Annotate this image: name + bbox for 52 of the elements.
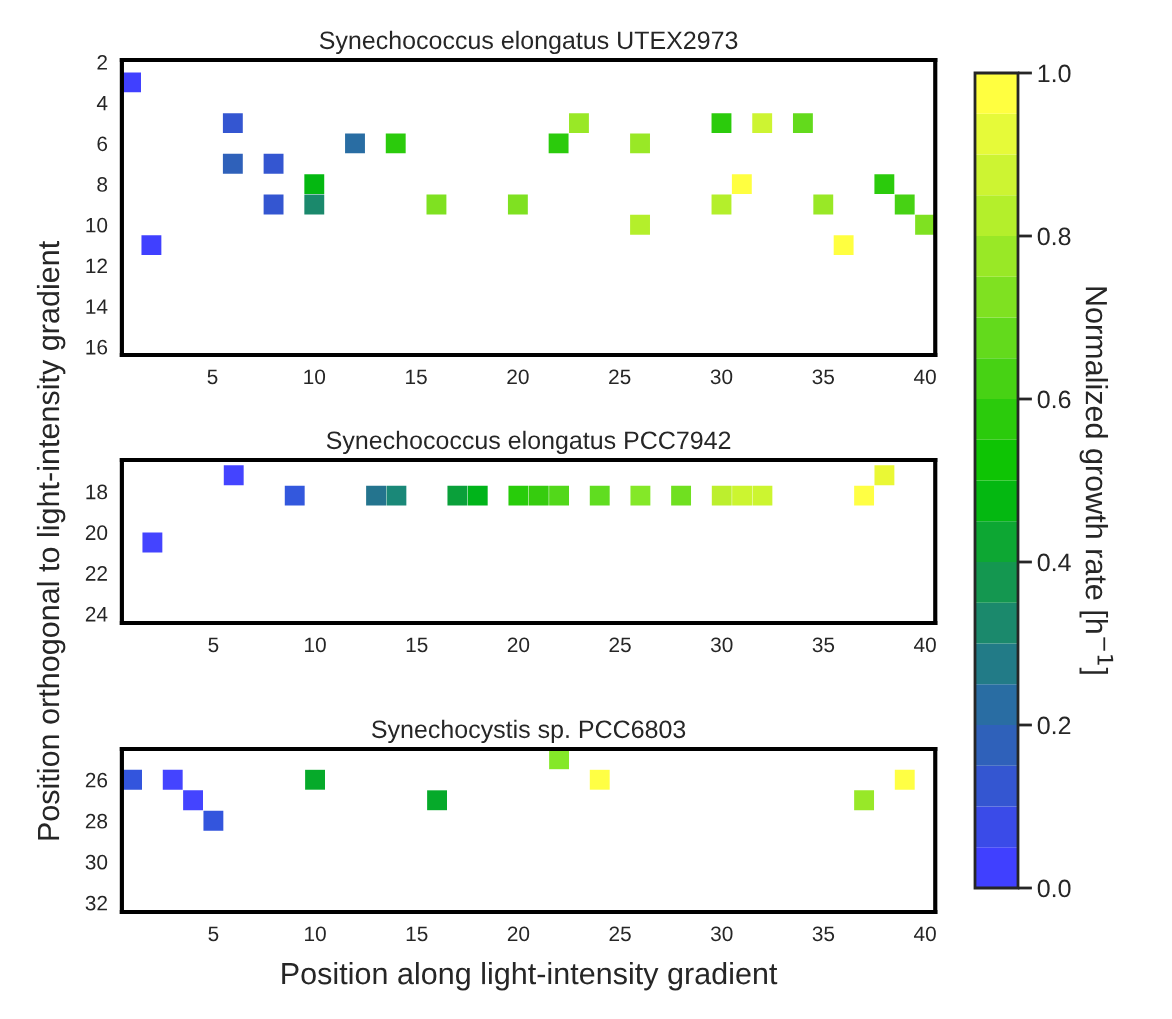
x-tick-label: 25 xyxy=(609,637,631,653)
color-bar-label: 0.8 xyxy=(1037,227,1071,246)
chart-title: Synechococcus elongatus UTEX2973 xyxy=(319,30,738,55)
x-tick-label: 40 xyxy=(913,637,936,653)
y-tick-label: 10 xyxy=(86,217,108,233)
x-tick-label: 30 xyxy=(710,926,733,942)
color-bar-label: 0.6 xyxy=(1037,390,1071,409)
x-tick-label: 10 xyxy=(305,637,326,653)
chart-title: Synechocystis sp. PCC6803 xyxy=(372,719,686,744)
y-tick-label: 30 xyxy=(85,854,108,870)
y-tick-label: 12 xyxy=(86,258,107,274)
y-tick-label: 4 xyxy=(96,95,108,111)
y-tick-label: 2 xyxy=(97,55,107,70)
x-tick-label: 25 xyxy=(609,926,631,942)
y-axis-title: Position orthogonal to light-intensity gradient xyxy=(36,241,66,840)
y-tick-label: 14 xyxy=(86,299,108,314)
x-tick-label: 20 xyxy=(507,637,530,653)
y-tick-label: 26 xyxy=(85,772,108,788)
y-tick-label: 32 xyxy=(85,895,107,911)
x-tick-label: 35 xyxy=(812,926,835,942)
y-tick-label: 24 xyxy=(85,606,108,622)
x-tick-label: 15 xyxy=(406,926,428,942)
x-tick-label: 5 xyxy=(208,637,219,653)
x-tick-label: 10 xyxy=(305,926,326,942)
x-tick-label: 40 xyxy=(913,369,936,385)
y-tick-label: 6 xyxy=(97,136,108,152)
x-tick-label: 35 xyxy=(812,637,835,653)
x-tick-label: 20 xyxy=(507,926,530,942)
color-bar-label: 0.4 xyxy=(1037,553,1071,572)
x-axis-title: Position along light-intensity gradient xyxy=(282,961,778,991)
x-tick-label: 30 xyxy=(710,369,733,385)
x-tick-label: 40 xyxy=(913,926,936,942)
x-tick-label: 30 xyxy=(710,637,733,653)
y-tick-label: 18 xyxy=(86,484,108,500)
x-tick-label: 25 xyxy=(609,369,631,385)
x-tick-label: 35 xyxy=(812,369,834,385)
y-tick-label: 16 xyxy=(86,339,108,355)
y-tick-label: 22 xyxy=(85,566,107,581)
x-tick-label: 15 xyxy=(406,637,428,653)
color-bar-label: 0.0 xyxy=(1037,879,1071,898)
color-bar-title: Normalized growth rate [h$^{−1}$] xyxy=(1079,287,1114,674)
x-tick-label: 15 xyxy=(406,369,427,385)
x-tick-label: 20 xyxy=(507,369,529,385)
x-tick-label: 5 xyxy=(208,926,219,942)
y-tick-label: 8 xyxy=(97,177,108,192)
color-bar-label: 1.0 xyxy=(1038,64,1071,83)
y-tick-label: 28 xyxy=(85,813,108,829)
chart-title: Synechococcus elongatus PCC7942 xyxy=(326,430,731,455)
y-tick-label: 20 xyxy=(85,525,108,541)
color-bar-label: 0.2 xyxy=(1037,716,1071,735)
x-tick-label: 10 xyxy=(304,369,326,385)
x-tick-label: 5 xyxy=(207,369,218,385)
